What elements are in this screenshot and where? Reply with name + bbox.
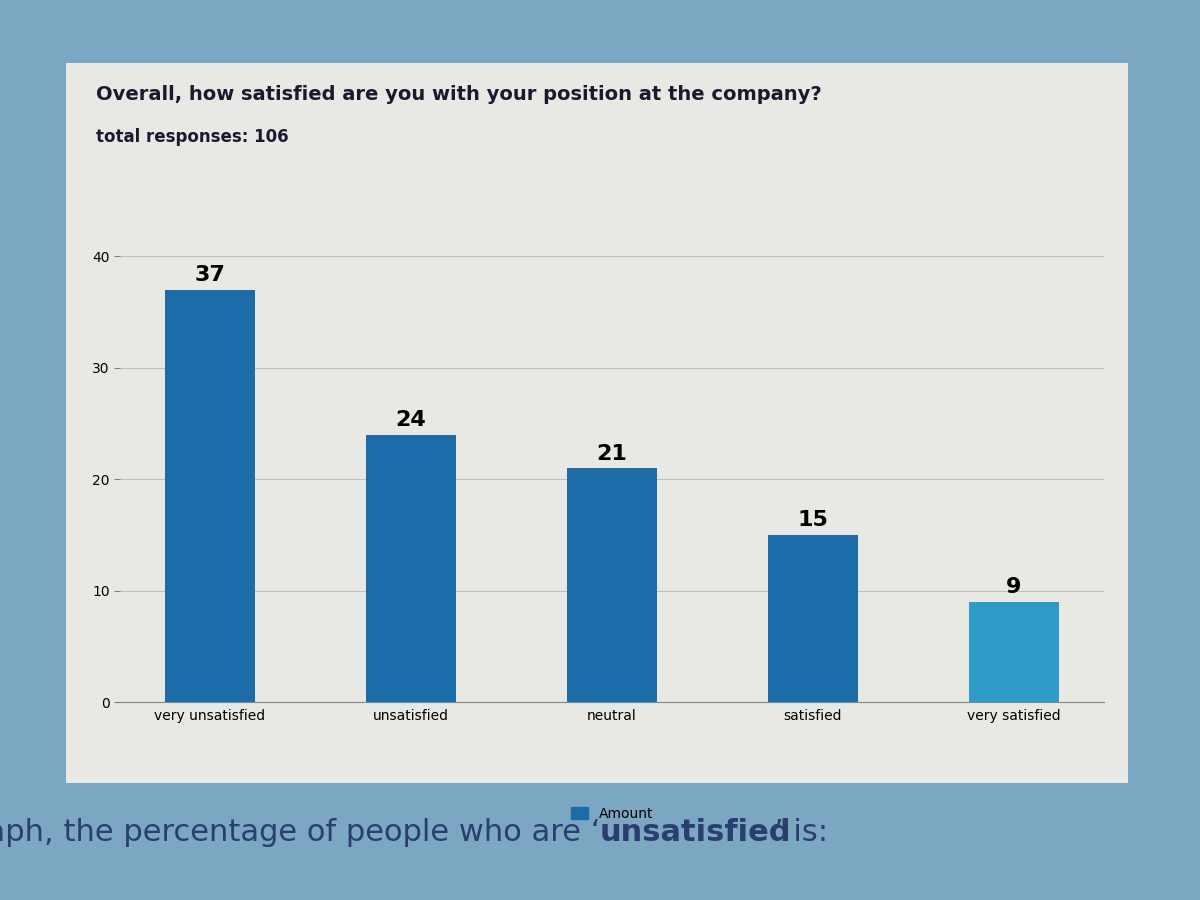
Bar xyxy=(768,535,858,702)
Text: 15: 15 xyxy=(798,510,828,530)
Bar xyxy=(164,290,256,702)
Text: 21: 21 xyxy=(596,444,628,464)
Text: 24: 24 xyxy=(396,410,426,430)
Text: 37: 37 xyxy=(194,266,226,285)
Text: From the above bar graph, the percentage of people who are ‘: From the above bar graph, the percentage… xyxy=(0,818,600,847)
Text: unsatisfied: unsatisfied xyxy=(600,818,792,847)
Legend: Amount: Amount xyxy=(565,801,659,826)
Text: Overall, how satisfied are you with your position at the company?: Overall, how satisfied are you with your… xyxy=(96,86,822,104)
Text: 9: 9 xyxy=(1007,577,1021,598)
Bar xyxy=(566,468,658,702)
Text: total responses: 106: total responses: 106 xyxy=(96,128,289,146)
Bar xyxy=(968,602,1060,702)
Text: ’ is:: ’ is: xyxy=(774,818,828,847)
Bar xyxy=(366,435,456,702)
